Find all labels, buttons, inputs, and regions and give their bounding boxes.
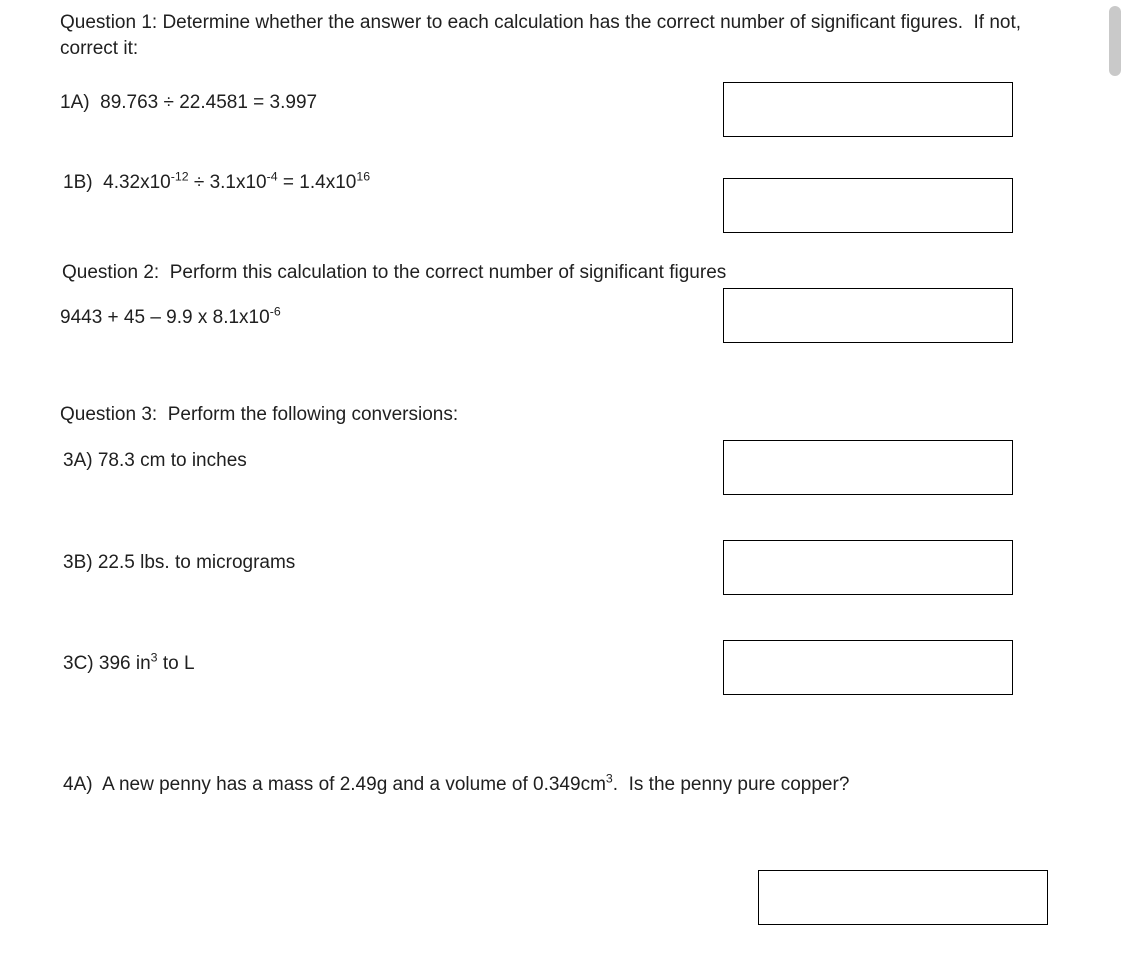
q3c-answer-box[interactable] xyxy=(723,640,1013,695)
q1-prompt: Question 1: Determine whether the answer… xyxy=(60,10,1060,61)
q2-prompt: Question 2: Perform this calculation to … xyxy=(62,260,726,286)
q3a-label: 3A) 78.3 cm to inches xyxy=(63,448,247,474)
scrollbar-thumb[interactable] xyxy=(1109,6,1121,76)
q4a-label: 4A) A new penny has a mass of 2.49g and … xyxy=(63,772,1043,798)
q1a-label: 1A) 89.763 ÷ 22.4581 = 3.997 xyxy=(60,90,317,116)
worksheet-page: Question 1: Determine whether the answer… xyxy=(0,0,1125,965)
q2-answer-box[interactable] xyxy=(723,288,1013,343)
q1b-label: 1B) 4.32x10-12 ÷ 3.1x10-4 = 1.4x1016 xyxy=(63,170,370,196)
q3c-label: 3C) 396 in3 to L xyxy=(63,651,195,677)
q3-prompt: Question 3: Perform the following conver… xyxy=(60,402,458,428)
q1b-answer-box[interactable] xyxy=(723,178,1013,233)
q3a-answer-box[interactable] xyxy=(723,440,1013,495)
q3b-answer-box[interactable] xyxy=(723,540,1013,595)
q4a-answer-box[interactable] xyxy=(758,870,1048,925)
scrollbar-track[interactable] xyxy=(1109,0,1123,965)
q2-expression: 9443 + 45 – 9.9 x 8.1x10-6 xyxy=(60,305,281,331)
q3b-label: 3B) 22.5 lbs. to micrograms xyxy=(63,550,295,576)
q1a-answer-box[interactable] xyxy=(723,82,1013,137)
